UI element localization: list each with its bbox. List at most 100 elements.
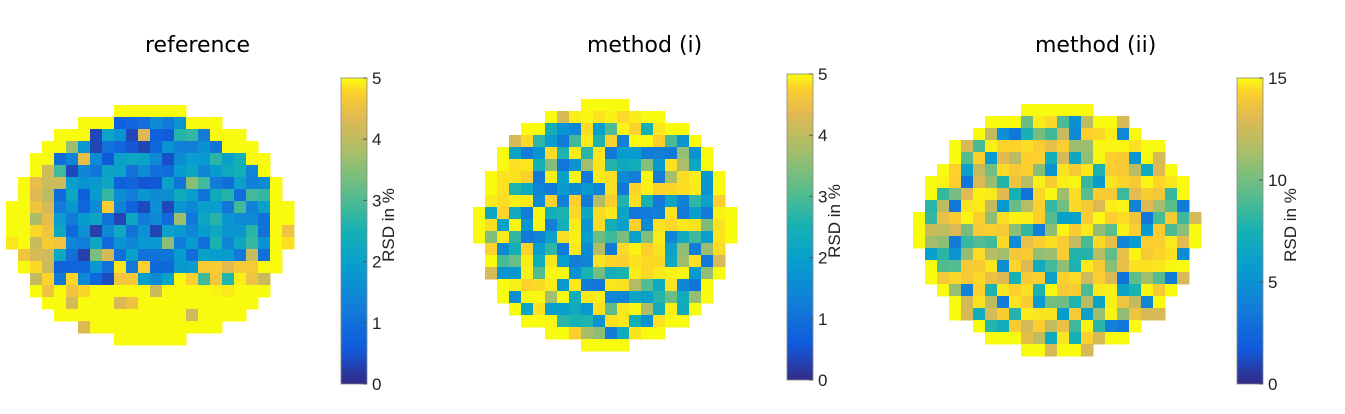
heatmap-cell — [162, 285, 175, 298]
heatmap-cell — [689, 159, 702, 172]
heatmap-cell — [1129, 272, 1142, 285]
heatmap-cell — [665, 315, 678, 328]
heatmap-cell — [1021, 140, 1034, 153]
colorbar-reference: 0 1 2 3 4 5 — [340, 70, 381, 394]
heatmap-cell — [270, 201, 283, 214]
heatmap-cell — [6, 213, 19, 226]
heatmap-cell — [246, 165, 259, 178]
heatmap-cell — [617, 243, 630, 256]
heatmap-cell — [569, 291, 582, 304]
heatmap-cell — [1021, 344, 1034, 357]
heatmap-cell — [1141, 248, 1154, 261]
colorbar-tick-label: 5 — [818, 66, 827, 84]
heatmap-cell — [1009, 224, 1022, 237]
heatmap-cell — [138, 105, 151, 118]
heatmap-cell — [1105, 236, 1118, 249]
heatmap-cell — [222, 141, 235, 154]
heatmap-cell — [949, 176, 962, 189]
heatmap-cell — [985, 116, 998, 129]
heatmap-cell — [725, 207, 738, 220]
heatmap-cell — [150, 177, 163, 190]
heatmap-cell — [1141, 212, 1154, 225]
heatmap-cell — [593, 219, 606, 232]
heatmap-cell — [557, 135, 570, 148]
heatmap-cell — [234, 285, 247, 298]
heatmap-cell — [581, 111, 594, 124]
heatmap-cell — [114, 129, 127, 142]
heatmap-cell — [925, 236, 938, 249]
heatmap-cell — [114, 321, 127, 334]
heatmap-cell — [246, 249, 259, 262]
heatmap-cell — [961, 308, 974, 321]
heatmap-cell — [1105, 140, 1118, 153]
heatmap-cell — [1057, 176, 1070, 189]
heatmap-cell — [713, 171, 726, 184]
heatmap-cell — [138, 141, 151, 154]
heatmap-cell — [90, 321, 103, 334]
heatmap-cell — [126, 165, 139, 178]
heatmap-cell — [102, 225, 115, 238]
heatmap-cell — [1045, 272, 1058, 285]
heatmap-cell — [677, 183, 690, 196]
heatmap-cell — [1105, 128, 1118, 141]
heatmap-cell — [1141, 284, 1154, 297]
heatmap-cell — [1021, 188, 1034, 201]
heatmap-cell — [1117, 236, 1130, 249]
heatmap-cell — [150, 285, 163, 298]
heatmap-cell — [126, 213, 139, 226]
heatmap-cell — [545, 135, 558, 148]
heatmap-cell — [186, 189, 199, 202]
heatmap-cell — [1117, 284, 1130, 297]
heatmap-cell — [1033, 104, 1046, 117]
heatmap-cell — [198, 297, 211, 310]
heatmap-cell — [1021, 176, 1034, 189]
heatmap-cell — [961, 272, 974, 285]
heatmap-cell — [1117, 116, 1130, 129]
colorbar-tick-label: 2 — [818, 249, 827, 268]
heatmap-cell — [102, 141, 115, 154]
heatmap-cell — [102, 189, 115, 202]
heatmap-cell — [210, 165, 223, 178]
heatmap-cell — [605, 99, 618, 112]
heatmap-cell — [198, 153, 211, 166]
heatmap-cell — [509, 159, 522, 172]
heatmap-cell — [138, 201, 151, 214]
heatmap-cell — [997, 320, 1010, 333]
heatmap-cell — [1021, 260, 1034, 273]
heatmap-cell — [1081, 212, 1094, 225]
heatmap-cell — [1141, 140, 1154, 153]
heatmap-cell — [246, 237, 259, 250]
heatmap-cell — [138, 321, 151, 334]
heatmap-cell — [557, 255, 570, 268]
heatmap-cell — [126, 105, 139, 118]
heatmap-cell — [30, 189, 43, 202]
heatmap-cell — [174, 225, 187, 238]
heatmap-cell — [677, 303, 690, 316]
colorbar-tick-label: 3 — [818, 187, 827, 206]
heatmap-cell — [533, 183, 546, 196]
heatmap-cell — [270, 249, 283, 262]
heatmap-cell — [677, 291, 690, 304]
heatmap-cell — [593, 255, 606, 268]
heatmap-cell — [1141, 176, 1154, 189]
heatmap-cell — [925, 200, 938, 213]
heatmap-cell — [605, 147, 618, 160]
heatmap-cell — [1093, 200, 1106, 213]
heatmap-cell — [6, 225, 19, 238]
heatmap-cell — [605, 339, 618, 352]
heatmap-cell — [174, 177, 187, 190]
heatmap-cell — [1153, 212, 1166, 225]
heatmap-cell — [126, 201, 139, 214]
heatmap-cell — [925, 260, 938, 273]
heatmap-cell — [677, 255, 690, 268]
heatmap-cell — [593, 339, 606, 352]
heatmap-cell — [997, 212, 1010, 225]
heatmap-cell — [222, 261, 235, 274]
heatmap-cell — [42, 273, 55, 286]
heatmap-cell — [593, 171, 606, 184]
heatmap-cell — [198, 273, 211, 286]
chart-title: method (i) — [587, 33, 703, 58]
heatmap-cell — [641, 123, 654, 136]
heatmap-cell — [1165, 272, 1178, 285]
heatmap-cell — [1165, 176, 1178, 189]
